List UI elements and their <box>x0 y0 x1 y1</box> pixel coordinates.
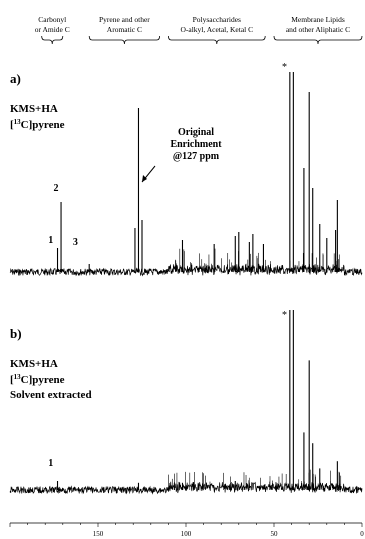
spectrum-baseline <box>9 481 363 495</box>
compound-sup: 13 <box>14 373 22 381</box>
peak-number-label: 2 <box>54 183 59 194</box>
x-tick-label: 100 <box>181 530 192 538</box>
region-label: Carbonyl <box>38 15 66 24</box>
compound-label: [13C]pyrene <box>10 373 65 386</box>
region-bracket <box>168 35 266 45</box>
enrichment-annotation: Original <box>178 127 214 138</box>
spectrum-panel-b: b) KMS+HA [13C]pyrene Solvent extracted * 1 <box>9 310 363 495</box>
enrichment-annotation: Enrichment <box>170 139 222 150</box>
panel-label: a) <box>10 71 21 86</box>
region-label: Pyrene and other <box>99 15 150 24</box>
annotation-arrow-head <box>142 175 147 182</box>
peak-number-label: 1 <box>48 458 53 469</box>
peak-number-label: 1 <box>48 235 53 246</box>
compound-sup: 13 <box>14 118 22 126</box>
sample-label: KMS+HA <box>10 358 58 370</box>
compound-label: [13C]pyrene <box>10 118 65 131</box>
region-bracket <box>273 35 363 45</box>
compound-suffix: C]pyrene <box>21 374 65 386</box>
extraction-label: Solvent extracted <box>10 389 92 401</box>
compound-prefix: [ <box>10 119 14 131</box>
peak-number-label: 3 <box>73 237 78 248</box>
region-label: or Amide C <box>35 25 70 34</box>
ppm-axis: 150 100 50 0 <box>9 522 364 538</box>
x-tick-label: 0 <box>360 530 364 538</box>
region-label: Membrane Lipids <box>291 15 345 24</box>
compound-prefix: [ <box>10 374 14 386</box>
enrichment-annotation: @127 ppm <box>173 151 220 162</box>
x-tick-label: 150 <box>93 530 104 538</box>
x-tick-label: 50 <box>271 530 279 538</box>
region-label: Aromatic C <box>107 25 142 34</box>
region-bracket <box>41 35 64 45</box>
region-bracket <box>88 35 160 45</box>
compound-suffix: C]pyrene <box>21 119 65 131</box>
reference-star: * <box>282 62 287 73</box>
panel-label: b) <box>10 326 22 341</box>
region-label: and other Aliphatic C <box>286 25 350 34</box>
sample-label: KMS+HA <box>10 103 58 115</box>
region-label: O-alkyl, Acetal, Ketal C <box>180 25 253 34</box>
region-label: Polysaccharides <box>193 15 241 24</box>
spectrum-panel-a: a) KMS+HA [13C]pyrene * 1 2 3 OriginalEnrichmen… <box>9 62 363 277</box>
reference-star: * <box>282 310 287 321</box>
